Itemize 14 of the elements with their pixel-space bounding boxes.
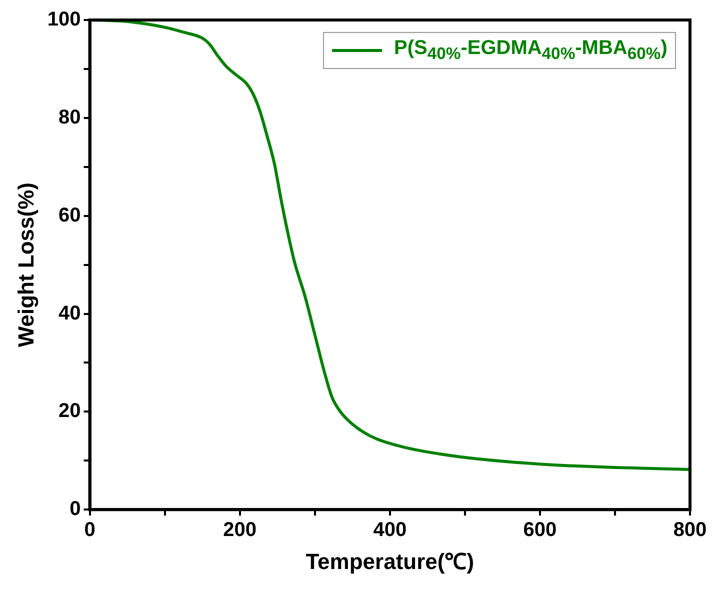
x-axis-title: Temperature(℃): [306, 548, 474, 574]
y-tick-label: 0: [70, 498, 81, 520]
y-tick-label: 20: [58, 400, 81, 422]
x-tick-label: 200: [223, 519, 257, 542]
x-tick-label: 600: [523, 519, 557, 542]
x-tick-label: 400: [373, 519, 407, 542]
legend-label: P(S$_{40%}$-EGDMA$_{40%}$-MBA$_{60%}$): [394, 37, 668, 64]
x-tick-label: 800: [673, 519, 707, 542]
y-tick-label: 80: [58, 106, 81, 128]
y-axis-title: Weight Loss(%): [13, 182, 38, 348]
x-tick-label: 0: [84, 519, 96, 542]
y-tick-label: 40: [58, 302, 81, 324]
y-tick-label: 60: [58, 204, 81, 226]
y-tick-label: 100: [47, 8, 81, 31]
